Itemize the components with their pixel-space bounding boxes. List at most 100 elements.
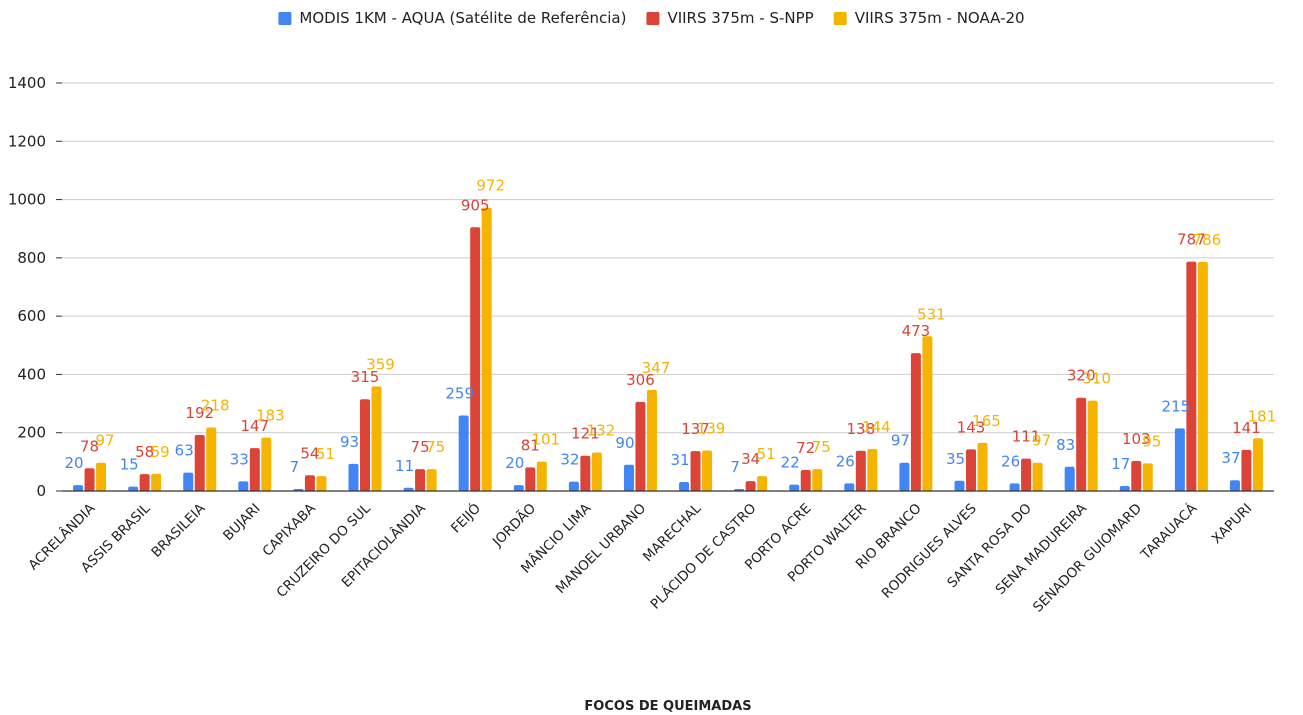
bar bbox=[800, 470, 811, 491]
bar bbox=[977, 442, 988, 491]
y-tick-label: 1000 bbox=[8, 191, 46, 209]
bar bbox=[646, 389, 657, 491]
data-label: 15 bbox=[120, 456, 139, 474]
data-label: 17 bbox=[1111, 455, 1130, 473]
data-label: 33 bbox=[230, 450, 249, 468]
data-label: 7 bbox=[290, 458, 300, 476]
bar bbox=[844, 483, 855, 491]
bar bbox=[249, 448, 260, 491]
bar bbox=[966, 449, 976, 491]
data-label: 347 bbox=[642, 359, 671, 377]
bar bbox=[1087, 400, 1098, 491]
data-label: 165 bbox=[972, 412, 1001, 430]
bar bbox=[194, 435, 205, 491]
bar bbox=[1252, 438, 1263, 491]
bar bbox=[1009, 483, 1020, 491]
data-label: 141 bbox=[1232, 419, 1261, 437]
bar bbox=[304, 475, 315, 491]
x-tick-label: PLÁCIDO DE CASTRO bbox=[647, 500, 760, 613]
data-label: 31 bbox=[670, 451, 689, 469]
x-tick-label: SENA MADUREIRA bbox=[993, 500, 1091, 598]
data-label: 101 bbox=[531, 431, 560, 449]
data-label: 531 bbox=[917, 305, 946, 323]
x-tick-label: CAPIXABA bbox=[260, 500, 320, 560]
bar bbox=[1197, 261, 1208, 491]
bar bbox=[525, 467, 536, 491]
data-label: 320 bbox=[1067, 367, 1096, 385]
bar bbox=[84, 468, 95, 491]
bar bbox=[371, 386, 382, 491]
data-label: 315 bbox=[351, 368, 380, 386]
bar bbox=[1142, 463, 1153, 491]
bar bbox=[899, 462, 910, 491]
legend-label: VIIRS 375m - S-NPP bbox=[667, 9, 813, 27]
y-tick-label: 800 bbox=[17, 249, 46, 267]
data-label: 972 bbox=[476, 177, 505, 195]
data-label: 51 bbox=[757, 445, 776, 463]
data-label: 97 bbox=[95, 432, 114, 450]
bar bbox=[568, 481, 579, 491]
legend-swatch bbox=[646, 12, 660, 25]
data-label: 26 bbox=[836, 452, 855, 470]
data-label: 181 bbox=[1248, 407, 1277, 425]
data-label: 359 bbox=[366, 355, 395, 373]
x-tick-label: JORDÃO bbox=[488, 500, 539, 551]
y-tick-label: 400 bbox=[17, 365, 46, 383]
data-label: 75 bbox=[426, 438, 445, 456]
legend-swatch bbox=[833, 12, 847, 25]
x-tick-label: BRASILEIA bbox=[148, 500, 209, 561]
data-label: 138 bbox=[846, 420, 875, 438]
x-tick-label: BUJARI bbox=[220, 501, 263, 544]
bar bbox=[1119, 486, 1130, 491]
y-tick-label: 1400 bbox=[8, 74, 46, 92]
data-label: 121 bbox=[571, 425, 600, 443]
data-label: 473 bbox=[902, 322, 931, 340]
bars bbox=[73, 207, 1263, 491]
x-axis-title: FOCOS DE QUEIMADAS bbox=[584, 699, 751, 714]
bar bbox=[789, 484, 800, 491]
legend-label: VIIRS 375m - NOAA-20 bbox=[855, 9, 1025, 27]
bar bbox=[261, 437, 272, 491]
y-tick-label: 200 bbox=[17, 424, 46, 442]
data-label: 97 bbox=[891, 432, 910, 450]
data-label: 93 bbox=[340, 433, 359, 451]
bar bbox=[403, 487, 414, 491]
bar bbox=[415, 469, 426, 491]
data-label: 20 bbox=[505, 454, 524, 472]
bar bbox=[513, 485, 524, 491]
y-axis-ticks: 0 200 400 600 800 1000 1200 1400 bbox=[8, 74, 46, 500]
bar bbox=[679, 481, 690, 491]
data-label: 97 bbox=[1032, 432, 1051, 450]
bar bbox=[867, 449, 878, 491]
bar bbox=[1241, 449, 1252, 491]
bar bbox=[73, 485, 84, 491]
data-label: 20 bbox=[64, 454, 83, 472]
data-label: 37 bbox=[1221, 449, 1240, 467]
y-tick-label: 600 bbox=[17, 307, 46, 325]
bar bbox=[1076, 397, 1087, 491]
data-label: 90 bbox=[615, 434, 634, 452]
data-label: 786 bbox=[1193, 231, 1222, 249]
bar bbox=[910, 353, 921, 491]
bar bbox=[1064, 466, 1075, 491]
data-label: 111 bbox=[1012, 428, 1041, 446]
data-label: 51 bbox=[316, 445, 335, 463]
x-tick-label: SENADOR GUIOMARD bbox=[1030, 501, 1145, 616]
data-label: 137 bbox=[681, 420, 710, 438]
data-label: 58 bbox=[135, 443, 154, 461]
bar bbox=[954, 480, 965, 491]
bar bbox=[1174, 428, 1185, 491]
bar bbox=[702, 450, 713, 491]
data-label: 218 bbox=[201, 396, 230, 414]
x-tick-label: TARAUACÁ bbox=[1137, 499, 1201, 563]
data-label: 787 bbox=[1177, 231, 1206, 249]
legend: MODIS 1KM - AQUA (Satélite de Referência… bbox=[278, 9, 1025, 27]
y-tick-label: 0 bbox=[36, 482, 46, 500]
bar bbox=[348, 463, 359, 491]
data-label: 32 bbox=[560, 451, 579, 469]
legend-label: MODIS 1KM - AQUA (Satélite de Referência… bbox=[299, 9, 626, 27]
data-label: 143 bbox=[957, 418, 986, 436]
bar bbox=[757, 476, 768, 491]
